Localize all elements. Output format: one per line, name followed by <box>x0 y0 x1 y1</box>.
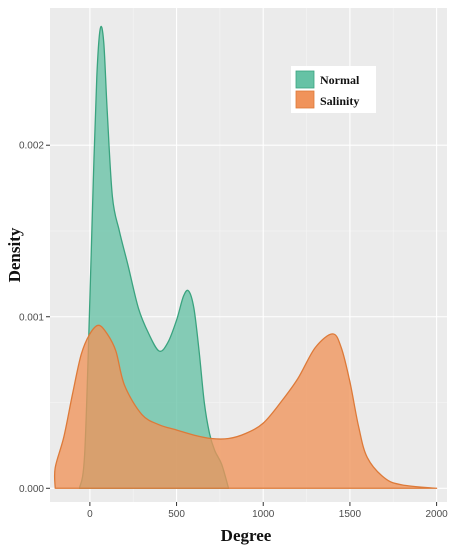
density-area-salinity <box>53 324 438 489</box>
legend-key-salinity <box>295 90 315 109</box>
y-axis-ticks: 0.000 0.001 0.002 <box>19 141 50 495</box>
legend: Normal Salinity <box>291 66 376 113</box>
density-areas <box>53 25 438 489</box>
x-tick-label: 1000 <box>252 509 275 520</box>
y-tick-label: 0.001 <box>19 312 44 323</box>
legend-label-salinity: Salinity <box>320 94 359 108</box>
y-tick-label: 0.000 <box>19 484 44 495</box>
x-tick-label: 0 <box>87 509 93 520</box>
x-tick-label: 1500 <box>339 509 362 520</box>
x-axis-title: Degree <box>221 526 272 545</box>
legend-key-normal <box>295 70 315 89</box>
x-tick-label: 2000 <box>425 509 448 520</box>
x-axis-ticks: 0 500 1000 1500 2000 <box>87 502 448 520</box>
legend-label-normal: Normal <box>320 73 360 87</box>
x-tick-label: 500 <box>168 509 185 520</box>
y-tick-label: 0.002 <box>19 141 44 152</box>
y-axis-title: Density <box>5 227 24 282</box>
